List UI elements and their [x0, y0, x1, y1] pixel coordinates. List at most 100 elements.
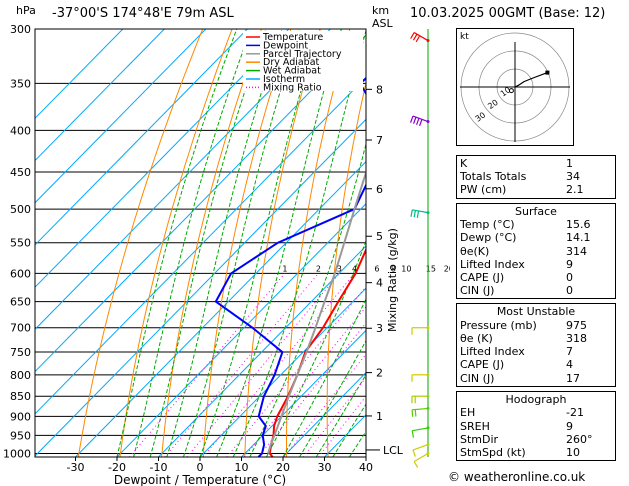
dry-adiabat-line	[161, 29, 262, 457]
legend-label: Wet Adiabat	[263, 66, 321, 77]
wind-barb-dot	[426, 451, 430, 455]
isotherm-line	[282, 371, 366, 457]
most-unstable-stat-label: CAPE (J)	[460, 358, 505, 372]
hodograph-stat-label: SREH	[460, 419, 490, 433]
pressure-tick-label: 700	[10, 322, 31, 335]
hpa-label: hPa	[16, 4, 36, 17]
skewt-overlay: 3003504004505005506006507007508008509009…	[3, 4, 450, 486]
surface-stat-value: 15.6	[566, 218, 591, 232]
asl-label: ASL	[372, 17, 394, 30]
wind-barb	[413, 451, 430, 468]
wind-barb	[411, 406, 430, 417]
surface-stat-label: CIN (J)	[460, 284, 495, 298]
km-tick-label: 8	[376, 83, 383, 96]
wind-barb-dot	[426, 39, 430, 43]
mixing-ratio-line	[243, 306, 366, 457]
wind-barb-flag	[410, 32, 415, 39]
wind-barb-flag	[412, 449, 416, 457]
mixing-ratio-line	[202, 273, 355, 457]
mixing-ratio-label: 8	[391, 264, 396, 273]
skewt-plot-lines	[35, 29, 450, 457]
hodograph-box: kt 10 20 30	[456, 28, 574, 146]
dry-adiabat-line	[442, 29, 450, 457]
hodograph-stat-row: StmDir 260°	[460, 433, 612, 446]
index-label: Totals Totals	[460, 170, 527, 184]
dry-adiabat-line	[77, 29, 204, 457]
isotherm-line	[35, 29, 207, 204]
wet-adiabat-line	[315, 373, 366, 457]
isotherm-line	[35, 29, 165, 162]
pressure-tick-label: 550	[10, 237, 31, 250]
index-value: 34	[566, 170, 580, 184]
skewt-chart: 3003504004505005506006507007508008509009…	[3, 4, 450, 486]
wind-barb-staff	[413, 32, 429, 42]
pressure-tick-label: 300	[10, 23, 31, 36]
km-label: km	[372, 4, 389, 17]
location-title: -37°00'S 174°48'E 79m ASL	[52, 6, 234, 21]
hodograph-stat-row: EH -21	[460, 406, 612, 419]
most-unstable-stat-value: 975	[566, 318, 587, 332]
isotherm-line	[241, 329, 366, 457]
isotherm-line	[158, 245, 366, 457]
surface-stat-label: CAPE (J)	[460, 270, 505, 284]
surface-stat-row: CIN (J) 0	[460, 284, 612, 297]
index-label: K	[460, 157, 468, 170]
surface-stat-value: 9	[566, 257, 573, 271]
dry-adiabat-line	[326, 80, 366, 457]
x-tick-label: 30	[318, 461, 332, 474]
isotherm-line	[35, 29, 248, 246]
storm-motion-marker	[508, 88, 514, 94]
wind-barb-dot	[426, 394, 430, 398]
wet-adiabat-line	[299, 339, 366, 457]
surface-stat-value: 0	[566, 270, 573, 284]
surface-rows: Temp (°C) 15.6 Dewp (°C) 14.1 θe(K) 314 Lifted…	[460, 218, 612, 297]
mixing-ratio-line	[283, 353, 366, 457]
legend-label: Temperature	[262, 32, 323, 43]
wind-barb	[410, 115, 430, 127]
wind-barb-flag	[413, 116, 417, 124]
pressure-tick-label: 400	[10, 124, 31, 137]
wet-adiabat-line	[116, 29, 238, 457]
parcel-trajectory-series-line	[267, 169, 366, 454]
mixing-ratio-label: 15	[426, 264, 436, 273]
wind-barb-staff	[412, 444, 429, 451]
hodograph-stat-label: EH	[460, 406, 476, 420]
wind-barb-flag	[415, 35, 421, 43]
mixing-ratio-label: 3	[337, 264, 342, 273]
wind-barb-flag	[416, 118, 420, 126]
wind-barb	[410, 32, 430, 43]
most-unstable-stat-value: 7	[566, 345, 573, 359]
hodograph-end-marker	[545, 70, 550, 75]
surface-stat-row: Lifted Index 9	[460, 258, 612, 271]
wind-barb-dot	[426, 406, 430, 410]
most-unstable-stat-label: Lifted Index	[460, 345, 525, 359]
isotherm-line	[35, 76, 366, 415]
index-value: 2.1	[566, 183, 584, 197]
mixing-ratio-line	[164, 273, 319, 457]
surface-stat-row: Dewp (°C) 14.1	[460, 231, 612, 244]
km-tick-label: 6	[376, 183, 383, 196]
pressure-tick-label: 950	[10, 429, 31, 442]
km-tick-label: 5	[376, 230, 383, 243]
wet-adiabat-line	[332, 403, 366, 457]
most-unstable-stat-row: CIN (J) 17	[460, 372, 612, 385]
stats-panel: K 1 Totals Totals 34 PW (cm) 2.1 Surface Temp…	[456, 155, 616, 465]
most-unstable-stat-label: CIN (J)	[460, 371, 495, 385]
most-unstable-box: Most Unstable Pressure (mb) 975 θe (K) 318 L…	[456, 303, 616, 387]
wind-barb-staff	[413, 452, 429, 463]
surface-stat-value: 314	[566, 244, 587, 258]
dry-adiabat-line	[244, 29, 321, 457]
hodograph-stats-box: Hodograph EH -21 SREH 9 StmDir 260° StmSpd (kt…	[456, 390, 616, 462]
legend-label: Mixing Ratio	[263, 82, 322, 93]
dry-adiabat-line	[119, 29, 233, 457]
hodograph-stat-row: SREH 9	[460, 420, 612, 433]
wind-barb	[412, 443, 430, 457]
wind-barb-staff	[412, 407, 429, 411]
km-tick-label: 1	[376, 410, 383, 423]
x-tick-label: -20	[108, 461, 126, 474]
wet-adiabat-line	[166, 29, 283, 457]
x-tick-label: 10	[235, 461, 249, 474]
pressure-tick-label: 1000	[3, 447, 31, 460]
most-unstable-rows: Pressure (mb) 975 θe (K) 318 Lifted Index 7 CA…	[460, 319, 612, 385]
